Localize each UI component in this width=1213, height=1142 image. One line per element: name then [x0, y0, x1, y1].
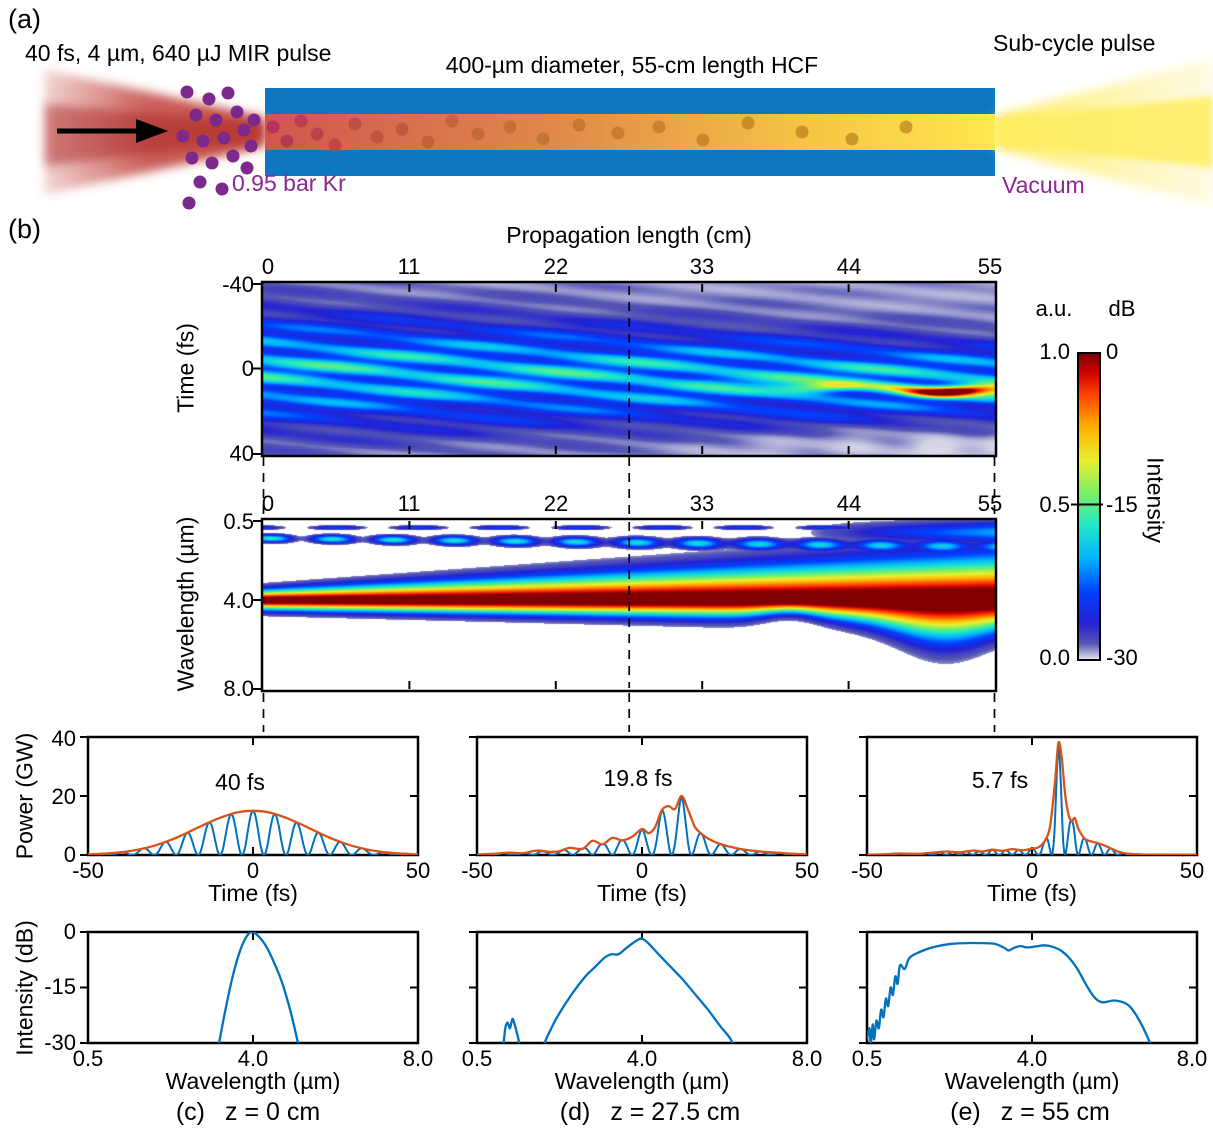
- caption-d: (d) z = 27.5 cm: [560, 1098, 740, 1127]
- colorbar-tick-au: 1.0: [1039, 339, 1070, 364]
- wavelength-xlabel: Wavelength (µm): [554, 1068, 730, 1094]
- caption-c: (c) z = 0 cm: [176, 1098, 320, 1127]
- colorbar-title: Intensity: [1142, 457, 1169, 543]
- power-ytick: 0: [63, 842, 76, 867]
- fiber-wall-top: [265, 88, 995, 114]
- duration-annotation-e: 5.7 fs: [971, 767, 1029, 793]
- time-xtick: 0: [246, 858, 260, 883]
- hcf-schematic: [45, 58, 1213, 210]
- colorbar-unit-db: dB: [1108, 296, 1136, 321]
- hm1-ytick: 0: [241, 356, 254, 381]
- hm2-xtick: 33: [689, 491, 715, 516]
- caption-d-label: (d): [559, 1098, 591, 1126]
- caption-c-label: (c): [175, 1098, 205, 1126]
- hm2-ytick: 0.5: [223, 509, 254, 534]
- wavelength-xtick: 4.0: [1016, 1046, 1048, 1071]
- hm2-ytick: 8.0: [223, 676, 254, 701]
- colorbar-unit-au: a.u.: [1035, 296, 1073, 321]
- caption-e: (e) z = 55 cm: [950, 1098, 1110, 1127]
- colorbar-tick-db: -30: [1106, 645, 1138, 670]
- time-xtick: 50: [1179, 858, 1205, 883]
- wavelength-xtick: 0.5: [72, 1046, 104, 1071]
- output-pulse-label: Sub-cycle pulse: [993, 30, 1156, 56]
- hm1-xtick: 0: [261, 254, 275, 279]
- intensity-ytick: -30: [44, 1030, 76, 1055]
- time-xlabel: Time (fs): [987, 880, 1077, 906]
- wavelength-xtick: 0.5: [461, 1046, 493, 1071]
- vacuum-label: Vacuum: [1002, 172, 1085, 198]
- input-pulse-label: 40 fs, 4 µm, 640 µJ MIR pulse: [25, 40, 332, 66]
- output-beam: [995, 58, 1213, 206]
- fiber-label: 400-µm diameter, 55-cm length HCF: [445, 52, 819, 78]
- time-xtick: 0: [1025, 858, 1039, 883]
- hm1-xtick: 44: [836, 254, 862, 279]
- hm1-ytick: -40: [222, 272, 254, 297]
- intensity-ytick: 0: [63, 919, 76, 944]
- panel-b-label: (b): [8, 214, 41, 244]
- hm2-ytick: 4.0: [223, 588, 254, 613]
- time-xtick: -50: [851, 858, 883, 883]
- hm1-xtick: 11: [397, 254, 421, 279]
- hm1-xtick: 55: [977, 254, 1003, 279]
- wavelength-xlabel: Wavelength (µm): [165, 1068, 341, 1094]
- hm1-ytick: 40: [229, 441, 254, 466]
- hm2-xtick: 55: [977, 491, 1003, 516]
- spectrum-plot-z55: [859, 930, 1199, 1045]
- wavelength-xtick: 8.0: [1176, 1046, 1208, 1071]
- fiber-wall-bottom: [265, 150, 995, 176]
- time-xtick: 50: [794, 858, 820, 883]
- power-ytick: 40: [51, 726, 76, 751]
- duration-annotation-c: 40 fs: [215, 769, 265, 795]
- caption-d-z: z = 27.5 cm: [610, 1098, 741, 1126]
- time-plot-z55: [859, 735, 1199, 857]
- time-plot-z0: [80, 735, 420, 857]
- hm2-xtick: 11: [397, 491, 421, 516]
- caption-e-label: (e): [950, 1098, 981, 1126]
- wavelength-xtick: 4.0: [237, 1046, 269, 1071]
- hm1-xtick: 22: [543, 254, 569, 279]
- colorbar-tick-db: 0: [1106, 339, 1119, 364]
- caption-e-z: z = 55 cm: [1000, 1098, 1110, 1126]
- spectrum-plot-z27: [469, 930, 809, 1045]
- time-xtick: 0: [635, 858, 649, 883]
- time-axis-label: Time (fs): [172, 323, 199, 413]
- duration-annotation-d: 19.8 fs: [603, 765, 673, 791]
- colorbar-tick-au: 0.5: [1039, 492, 1070, 517]
- hm2-xtick: 22: [543, 491, 569, 516]
- time-plot-z27: [469, 735, 809, 857]
- propagation-arrow-icon: [57, 119, 168, 143]
- colorbar: [1077, 352, 1101, 661]
- intensity-ytick: -15: [44, 974, 76, 999]
- wavelength-xtick: 4.0: [626, 1046, 658, 1071]
- wavelength-xlabel: Wavelength (µm): [944, 1068, 1120, 1094]
- fiber-core-beam: [265, 114, 995, 150]
- colorbar-tick-db: -15: [1106, 492, 1138, 517]
- hm2-xtick: 44: [836, 491, 862, 516]
- time-xlabel: Time (fs): [597, 880, 687, 906]
- time-xlabel: Time (fs): [208, 880, 298, 906]
- wavelength-axis-label: Wavelength (µm): [172, 516, 199, 692]
- wavelength-xtick: 0.5: [851, 1046, 883, 1071]
- wavelength-xtick: 8.0: [402, 1046, 434, 1071]
- hm2-xtick: 0: [261, 491, 275, 516]
- caption-c-z: z = 0 cm: [224, 1098, 321, 1126]
- propagation-axis-title: Propagation length (cm): [506, 222, 752, 248]
- wavelength-xtick: 8.0: [791, 1046, 823, 1071]
- gas-atoms-in-core: [266, 114, 913, 152]
- time-xtick: -50: [461, 858, 493, 883]
- time-evolution-heatmap: [263, 283, 995, 455]
- hm1-xtick: 33: [689, 254, 715, 279]
- panel-a-label: (a): [8, 4, 41, 34]
- colorbar-tick-au: 0.0: [1039, 645, 1070, 670]
- time-xtick: -50: [72, 858, 104, 883]
- gas-pressure-label: 0.95 bar Kr: [232, 170, 346, 196]
- spectral-evolution-heatmap: [263, 520, 995, 690]
- gas-atoms-cluster: [176, 85, 261, 210]
- spectrum-plot-z0: [80, 930, 420, 1045]
- power-ytick: 20: [51, 784, 76, 809]
- time-xtick: 50: [405, 858, 431, 883]
